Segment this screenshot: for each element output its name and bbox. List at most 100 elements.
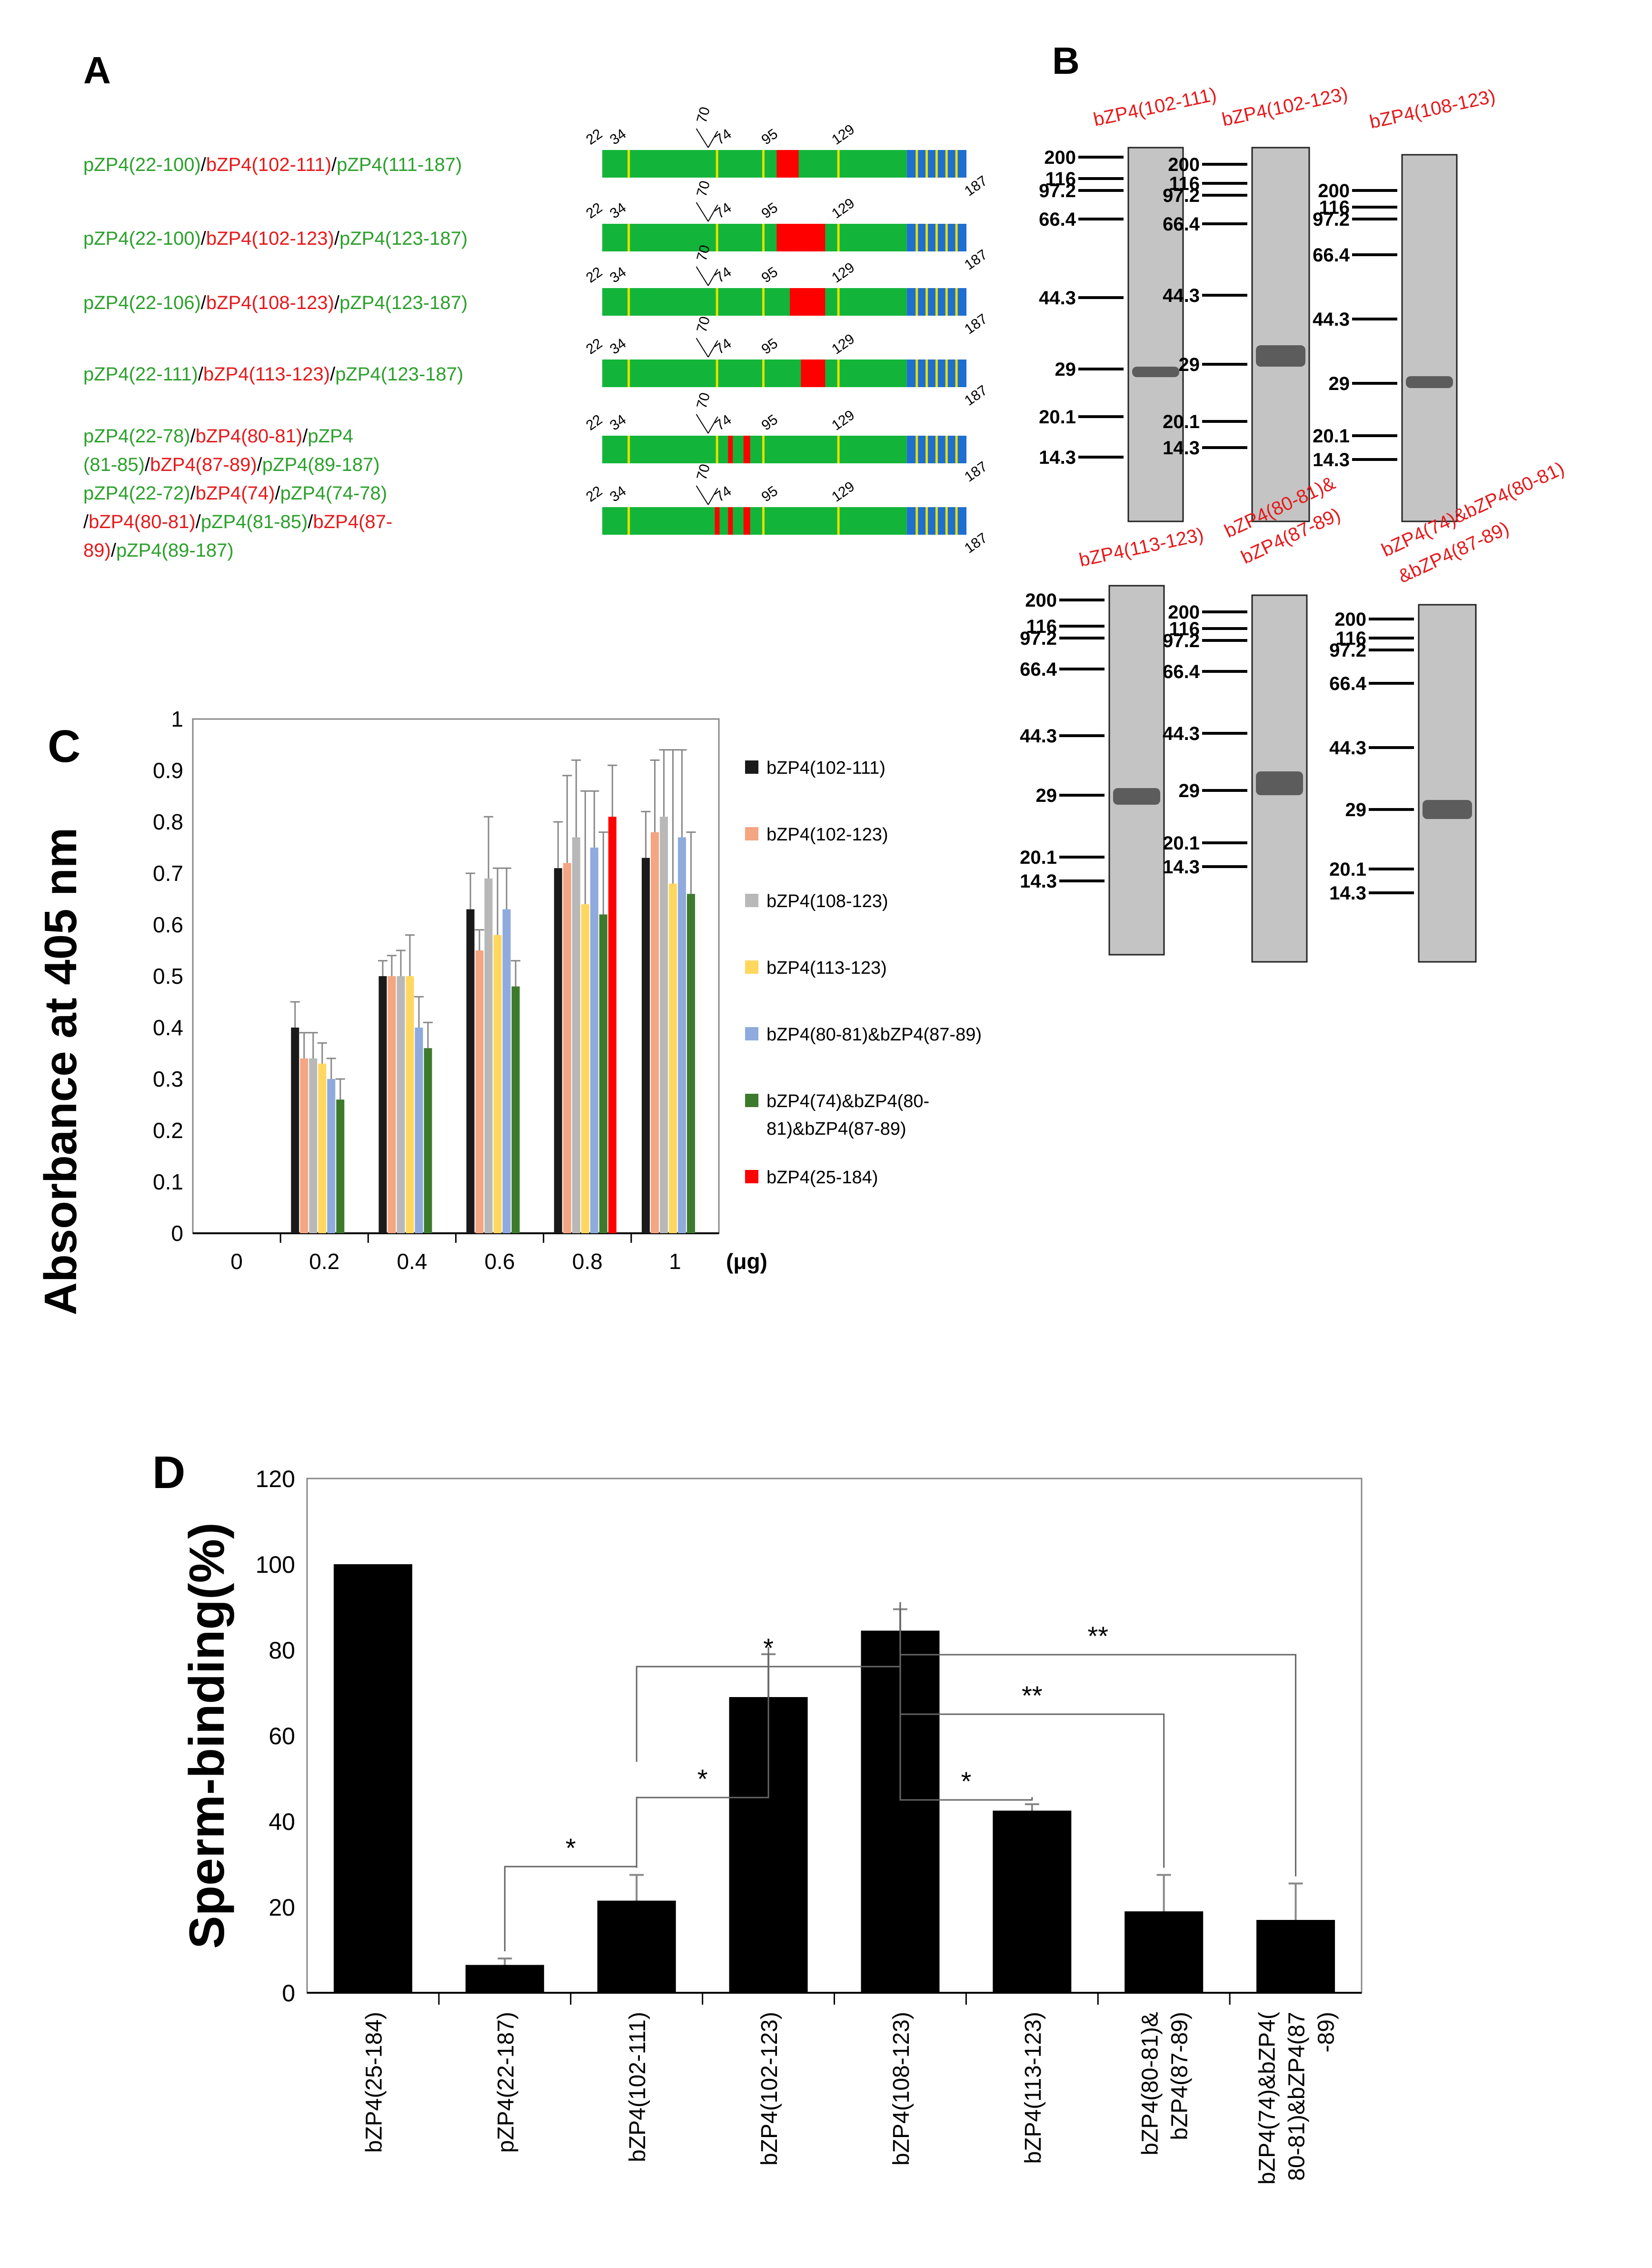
bar xyxy=(572,837,580,1233)
bar xyxy=(465,1965,544,1993)
gel-band xyxy=(1132,367,1179,377)
bar xyxy=(300,1058,309,1233)
residue-label: 34 xyxy=(607,483,629,505)
bar xyxy=(511,986,520,1233)
bar xyxy=(388,976,396,1233)
residue-label: 95 xyxy=(759,412,781,434)
y-tick-label: 1 xyxy=(171,707,183,731)
x-unit-label: (μg) xyxy=(726,1249,767,1274)
construct-label-line: /bZP4(80-81)/pZP4(81-85)/bZP4(87- xyxy=(83,511,392,532)
construct-green-segment xyxy=(602,150,907,178)
gel-lane xyxy=(1127,147,1184,522)
residue-tick xyxy=(707,269,718,286)
legend-swatch xyxy=(745,1027,758,1040)
panel-c-chart: 0 0.1 0.2 0.3 0.4 0.5 0.6 0.7 0.8 0.9 1 0 0.2 0.4 0.6 0… xyxy=(35,707,982,1315)
gel-band xyxy=(1256,345,1305,367)
bar xyxy=(597,1900,676,1993)
bar xyxy=(668,883,677,1233)
x-tick-label: 0.6 xyxy=(485,1249,515,1274)
x-category-label: bZP4(74)&bZP4( xyxy=(1255,2012,1280,2185)
y-tick-label: 60 xyxy=(269,1723,295,1749)
marker-label: 44.3 xyxy=(1020,726,1057,747)
gel-lane xyxy=(1251,147,1310,522)
marker-label: 44.3 xyxy=(1163,285,1200,306)
construct-red-region xyxy=(743,436,750,463)
construct-label-part: / xyxy=(201,228,207,249)
bar xyxy=(650,832,659,1233)
legend-swatch xyxy=(745,1170,758,1183)
construct-label-part: / xyxy=(190,483,196,504)
residue-label: 74 xyxy=(712,126,734,148)
y-tick-label: 0.4 xyxy=(153,1015,183,1040)
construct-red-region xyxy=(776,150,799,178)
residue-label: 74 xyxy=(712,264,734,286)
y-tick-label: 0.5 xyxy=(153,964,183,989)
marker-label: 20.1 xyxy=(1039,407,1076,428)
marker-label: 97.2 xyxy=(1329,640,1366,661)
residue-label: 70 xyxy=(694,462,713,482)
bar xyxy=(327,1079,336,1233)
significance-mark: * xyxy=(566,1833,576,1863)
construct-red-region xyxy=(776,224,826,251)
construct-label-part: 89) xyxy=(83,540,111,561)
residue-label: 74 xyxy=(712,412,734,434)
construct-label-part: pZP4 xyxy=(308,426,353,447)
construct-label-part: / xyxy=(334,292,340,313)
residue-tick xyxy=(696,485,709,505)
marker-label: 44.3 xyxy=(1163,723,1200,744)
y-axis-title: Absorbance at 405 nm xyxy=(35,828,86,1315)
marker-label: 200 xyxy=(1168,154,1200,175)
bar xyxy=(659,817,668,1233)
legend-label: bZP4(25-184) xyxy=(766,1168,878,1188)
panel-c-label: C xyxy=(48,721,80,772)
residue-label: 22 xyxy=(583,483,605,505)
legend-label: bZP4(74)&bZP4(80- xyxy=(766,1091,929,1111)
residue-label: 95 xyxy=(759,483,781,505)
panel-d-chart: 0 20 40 60 80 100 120 Sperm-binding(%) bZP4(25-1… xyxy=(179,1466,1363,2185)
x-tick-label: 0.2 xyxy=(309,1249,339,1274)
bar xyxy=(677,837,686,1233)
construct-green-segment xyxy=(602,224,907,251)
marker-label: 20.1 xyxy=(1313,426,1350,447)
y-tick-label: 40 xyxy=(269,1808,295,1835)
construct-label-part: / xyxy=(198,364,204,385)
residue-label: 129 xyxy=(829,121,857,148)
residue-label: 34 xyxy=(607,336,629,358)
gel-band xyxy=(1406,376,1453,388)
construct-label-part: / xyxy=(196,511,201,532)
construct-label-part: / xyxy=(190,426,196,447)
construct-label-part: pZP4(22-111) xyxy=(83,364,198,385)
legend-label: bZP4(108-123) xyxy=(766,891,888,911)
bar xyxy=(484,878,493,1233)
bar xyxy=(291,1028,299,1233)
legend-swatch xyxy=(745,1094,758,1107)
residue-label: 129 xyxy=(829,331,857,358)
x-category-label: bZP4(80-81)& xyxy=(1138,2012,1163,2155)
bar xyxy=(397,976,405,1233)
marker-label: 66.4 xyxy=(1163,214,1200,235)
legend-swatch xyxy=(745,760,758,774)
construct-label-part: pZP4(22-100) xyxy=(83,228,201,249)
residue-tick xyxy=(696,266,709,286)
marker-label: 116 xyxy=(1335,628,1366,649)
bar xyxy=(318,1063,327,1233)
residue-label: 22 xyxy=(583,412,605,434)
marker-label: 20.1 xyxy=(1020,847,1057,868)
x-tick-label: 0 xyxy=(230,1249,243,1274)
marker-label: 200 xyxy=(1334,609,1366,630)
bar xyxy=(554,868,562,1233)
marker-label: 29 xyxy=(1179,354,1200,375)
legend-label: bZP4(80-81)&bZP4(87-89) xyxy=(766,1025,982,1045)
construct-label-part: / xyxy=(334,228,340,249)
residue-tick xyxy=(707,488,718,505)
construct-label-part: pZP4(81-85) xyxy=(201,511,308,532)
x-category-label: 80-81)&bZP4(87 xyxy=(1284,2012,1310,2181)
x-category-label: bZP4(102-111) xyxy=(625,2012,650,2162)
legend-label: bZP4(113-123) xyxy=(766,958,887,978)
gel-lane xyxy=(1418,604,1477,963)
residue-label: 74 xyxy=(712,483,734,505)
construct-label-part: / xyxy=(275,483,280,504)
bar xyxy=(336,1099,345,1233)
construct-label-part: pZP4(74-78) xyxy=(280,483,388,504)
construct-red-region xyxy=(790,288,826,316)
